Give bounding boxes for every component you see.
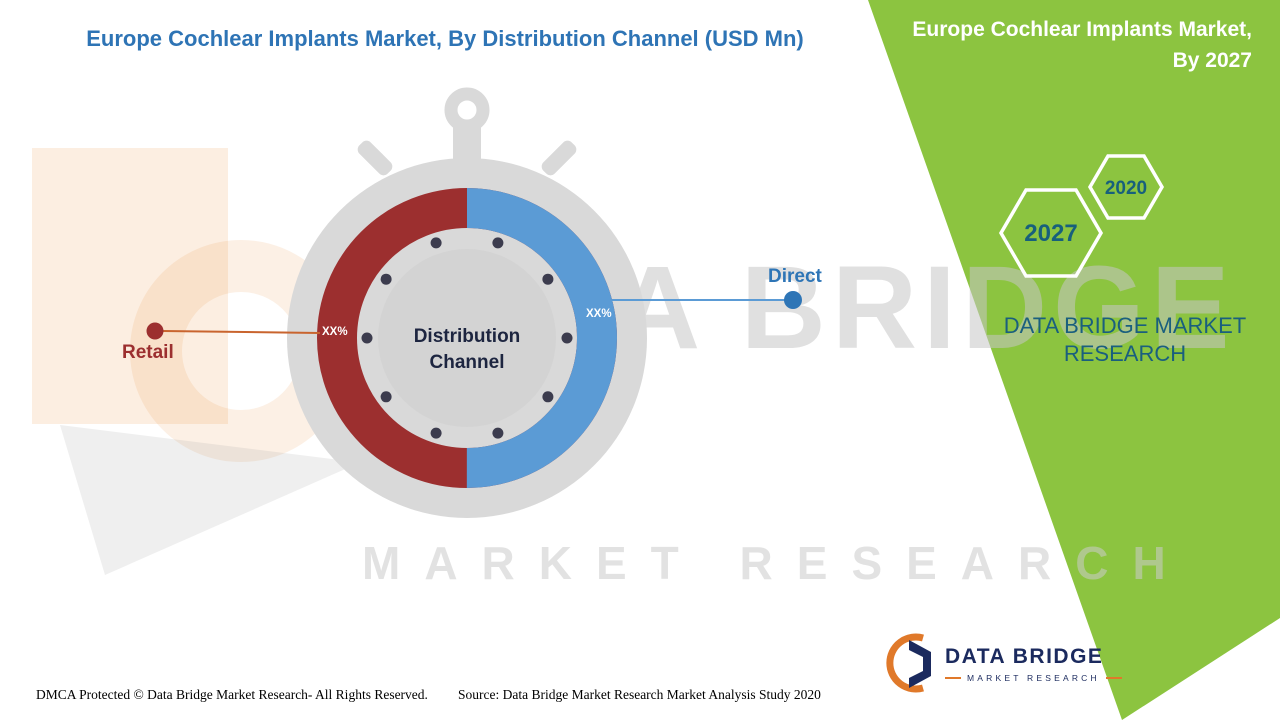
logo-dash-right xyxy=(1105,677,1122,679)
dbmr-logo: DATA BRIDGE MARKET RESEARCH xyxy=(883,628,1122,700)
dbmr-logo-subtitle: MARKET RESEARCH xyxy=(967,673,1100,683)
dial-dot xyxy=(542,391,554,403)
dial-dot xyxy=(561,332,573,344)
donut-center-label-line1: Distribution xyxy=(413,326,521,347)
donut-center-label: Distribution Channel xyxy=(392,324,542,376)
hexagon-2027 xyxy=(998,188,1104,278)
panel-brand-text: DATA BRIDGE MARKET RESEARCH xyxy=(1000,312,1250,368)
stopwatch-lug-right xyxy=(541,140,577,176)
year-hexagons: 2020 2027 xyxy=(998,154,1165,278)
dbmr-logo-icon xyxy=(886,633,931,693)
retail-label: Retail xyxy=(122,342,174,363)
hexagon-2020-label: 2020 xyxy=(1105,178,1147,199)
stopwatch-donut-chart xyxy=(287,87,647,518)
retail-percent-value: XX% xyxy=(322,326,348,338)
background-watermark-line2: MARKET RESEARCH xyxy=(362,537,1190,589)
hexagon-2027-label: 2027 xyxy=(1024,220,1077,247)
panel-brand-line1: DATA BRIDGE MARKET xyxy=(1003,313,1247,338)
dbmr-logo-subtitle-row: MARKET RESEARCH xyxy=(945,673,1122,683)
dial-dot xyxy=(361,332,373,344)
panel-heading: Europe Cochlear Implants Market, By 2027 xyxy=(912,14,1252,76)
donut-segment-direct xyxy=(317,188,617,488)
hexagon-2020 xyxy=(1087,154,1165,220)
stopwatch-crown-icon xyxy=(444,87,490,133)
dial-dot xyxy=(492,427,504,439)
footer-dmca-text: DMCA Protected © Data Bridge Market Rese… xyxy=(36,687,428,702)
page-title: Europe Cochlear Implants Market, By Dist… xyxy=(86,26,804,51)
dial-dots xyxy=(361,237,573,439)
footer-source-text: Source: Data Bridge Market Research Mark… xyxy=(458,687,821,702)
donut-center-label-line2: Channel xyxy=(429,352,505,373)
dbmr-logo-title: DATA BRIDGE xyxy=(945,645,1104,668)
direct-label: Direct xyxy=(768,266,822,287)
stopwatch-lug-left xyxy=(357,140,393,176)
dial-dot xyxy=(492,237,504,249)
panel-heading-line1: Europe Cochlear Implants Market, xyxy=(912,18,1252,41)
panel-brand-line2: RESEARCH xyxy=(1063,341,1187,366)
dial-center-circle xyxy=(378,249,556,427)
logo-dash-left xyxy=(945,677,961,679)
dial-dot xyxy=(380,273,392,285)
dbmr-logo-texts: DATA BRIDGE MARKET RESEARCH xyxy=(945,645,1122,683)
direct-percent-value: XX% xyxy=(586,308,612,320)
dial-dot xyxy=(430,237,442,249)
dial-dot xyxy=(430,427,442,439)
dial-dot xyxy=(380,391,392,403)
panel-heading-line2: By 2027 xyxy=(1172,49,1252,72)
dial-dot xyxy=(542,273,554,285)
